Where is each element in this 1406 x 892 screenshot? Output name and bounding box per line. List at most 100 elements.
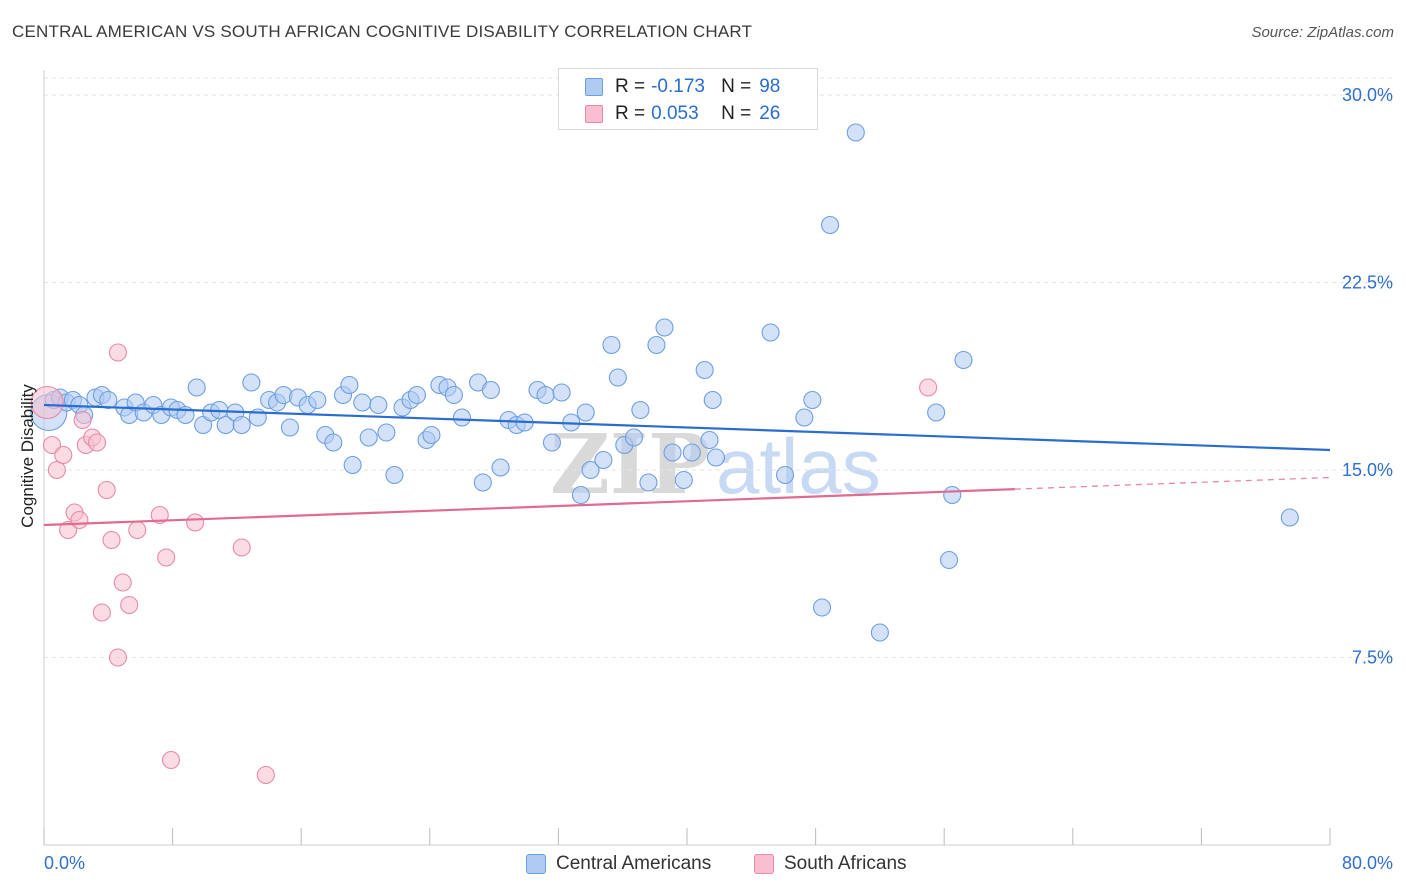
- data-point: [359, 428, 378, 447]
- data-point: [821, 215, 840, 235]
- data-point: [682, 443, 701, 462]
- data-point: [385, 465, 404, 485]
- data-point: [608, 368, 627, 387]
- data-point: [939, 550, 959, 570]
- data-point: [343, 455, 362, 475]
- data-point: [242, 373, 261, 392]
- data-point: [542, 433, 562, 452]
- data-point: [232, 415, 251, 435]
- data-point: [377, 423, 396, 442]
- data-point: [186, 513, 205, 532]
- data-point: [92, 603, 111, 622]
- trend-line-pink: [43, 488, 1015, 527]
- data-point: [128, 520, 147, 540]
- data-point: [444, 385, 463, 405]
- data-point: [54, 445, 73, 465]
- data-point: [59, 520, 78, 540]
- data-point: [102, 530, 121, 550]
- data-point: [113, 573, 132, 592]
- data-point: [422, 425, 441, 445]
- n-value: 98: [759, 76, 781, 97]
- data-point: [927, 403, 946, 422]
- data-point: [120, 595, 139, 615]
- r-label: R =: [615, 103, 646, 124]
- data-point: [776, 465, 795, 485]
- legend-label: South Africans: [784, 853, 907, 874]
- data-point: [954, 350, 973, 370]
- data-point: [703, 390, 722, 410]
- trend-line-extension-pink: [1014, 476, 1331, 490]
- legend-row-south-africans: R = 0.053 N = 26: [585, 103, 780, 125]
- y-tick-label: 7.5%: [1352, 648, 1393, 668]
- data-point: [324, 433, 343, 452]
- legend-item-south-africans: South Africans: [754, 852, 907, 876]
- data-point: [571, 485, 590, 505]
- data-point: [161, 750, 181, 770]
- n-value: 26: [759, 103, 781, 124]
- data-point: [97, 480, 116, 500]
- data-point: [353, 393, 372, 412]
- y-tick-label: 15.0%: [1342, 460, 1393, 480]
- data-point: [30, 385, 64, 420]
- data-point: [87, 433, 107, 452]
- data-point: [42, 435, 62, 455]
- data-point: [576, 403, 595, 422]
- data-point: [157, 548, 176, 567]
- trend-line-blue: [43, 403, 1331, 452]
- data-point: [803, 390, 822, 410]
- n-label: N =: [721, 103, 752, 124]
- data-point: [481, 380, 500, 400]
- data-point: [631, 400, 650, 420]
- data-point: [594, 450, 613, 470]
- series-pink: [30, 343, 938, 785]
- data-point: [452, 408, 472, 427]
- data-point: [846, 123, 865, 142]
- y-tick-label: 30.0%: [1342, 85, 1393, 105]
- data-point: [70, 510, 89, 530]
- data-point: [280, 418, 299, 437]
- data-point: [491, 458, 510, 477]
- data-point: [624, 428, 644, 447]
- data-point: [187, 378, 206, 397]
- blue-swatch: [526, 854, 546, 874]
- data-point: [340, 375, 359, 395]
- data-point: [232, 538, 251, 557]
- data-point: [602, 335, 621, 355]
- data-point: [308, 390, 327, 410]
- data-point: [706, 448, 725, 467]
- y-axis-label: Cognitive Disability: [18, 384, 37, 528]
- data-point: [99, 390, 118, 410]
- data-point: [536, 385, 555, 405]
- data-point: [663, 443, 682, 462]
- data-point: [795, 408, 814, 427]
- data-point: [870, 623, 889, 642]
- chart-title: CENTRAL AMERICAN VS SOUTH AFRICAN COGNIT…: [12, 22, 753, 41]
- data-point: [655, 318, 674, 337]
- correlation-legend: R = -0.173 N = 98 R = 0.053 N = 26: [558, 68, 818, 130]
- data-point: [1280, 508, 1299, 527]
- legend-row-central-americans: R = -0.173 N = 98: [585, 76, 780, 98]
- data-point: [256, 765, 275, 785]
- data-point: [812, 598, 832, 617]
- data-point: [700, 430, 719, 450]
- data-point: [407, 385, 426, 405]
- legend-label: Central Americans: [556, 853, 712, 874]
- data-point: [108, 343, 127, 362]
- data-point: [552, 383, 571, 402]
- data-point: [674, 470, 693, 490]
- data-point: [647, 335, 666, 355]
- x-tick-label-min: 0.0%: [44, 853, 85, 873]
- pink-swatch: [585, 105, 603, 123]
- n-label: N =: [721, 76, 752, 97]
- data-point: [473, 473, 492, 492]
- data-point: [919, 378, 938, 397]
- r-value: 0.053: [651, 103, 699, 124]
- x-tick-label-max: 80.0%: [1342, 853, 1393, 873]
- blue-swatch: [585, 78, 603, 96]
- data-point: [943, 485, 962, 505]
- data-point: [639, 473, 658, 492]
- y-tick-label: 22.5%: [1342, 273, 1393, 293]
- r-label: R =: [615, 76, 646, 97]
- data-point: [150, 505, 169, 525]
